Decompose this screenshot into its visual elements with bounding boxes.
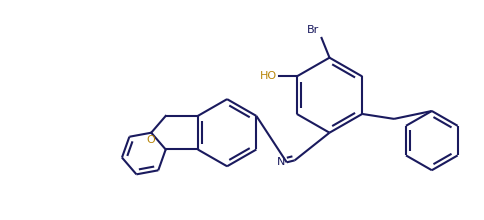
Text: Br: Br: [307, 25, 319, 35]
Text: HO: HO: [260, 72, 277, 81]
Text: O: O: [147, 135, 156, 145]
Text: N: N: [277, 157, 286, 167]
